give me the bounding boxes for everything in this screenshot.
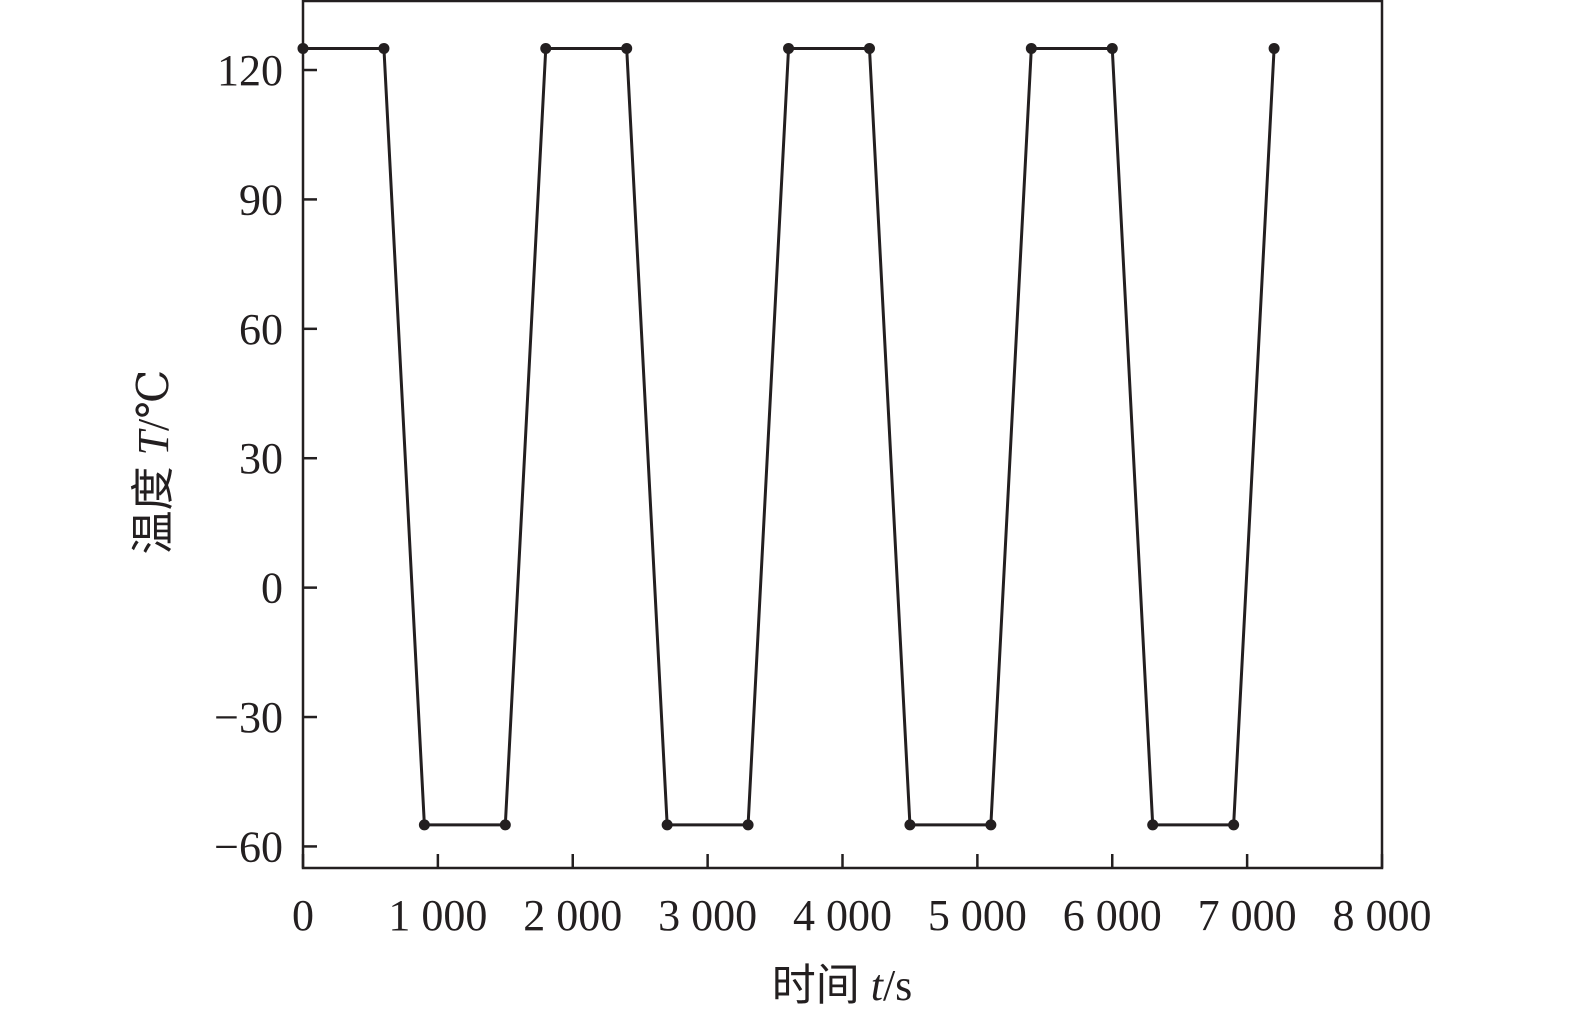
data-point — [904, 819, 916, 831]
data-point — [1106, 42, 1118, 54]
axis-ticks: 0 1 000 2 000 3 000 4 000 5 000 6 000 7 000 8 00… — [214, 46, 1431, 940]
x-tick-label: 5 000 — [928, 891, 1027, 940]
y-tick-label: 60 — [239, 305, 283, 354]
y-axis-label: 温度 T/℃ — [129, 370, 178, 555]
y-tick-label: 0 — [261, 564, 283, 613]
data-point — [985, 819, 997, 831]
x-tick-label: 3 000 — [658, 891, 757, 940]
data-point — [378, 42, 390, 54]
y-tick-label: 90 — [239, 175, 283, 224]
data-point — [783, 42, 795, 54]
x-axis-label: 时间 t/s — [772, 961, 913, 1010]
data-point — [621, 42, 633, 54]
series-layer — [297, 42, 1280, 831]
series-line — [303, 46, 1276, 827]
y-tick-label: −60 — [214, 822, 283, 871]
data-point — [1228, 819, 1240, 831]
x-tick-label: 8 000 — [1333, 891, 1432, 940]
plot-frame — [301, 0, 1384, 870]
data-point — [863, 42, 875, 54]
x-tick-label: 2 000 — [523, 891, 622, 940]
y-tick-label: −30 — [214, 693, 283, 742]
data-point — [742, 819, 754, 831]
data-point — [499, 819, 511, 831]
x-tick-label: 7 000 — [1198, 891, 1297, 940]
x-tick-label: 4 000 — [793, 891, 892, 940]
x-tick-label: 1 000 — [388, 891, 487, 940]
x-tick-label: 6 000 — [1063, 891, 1162, 940]
data-point — [661, 819, 673, 831]
y-tick-label: 120 — [217, 46, 283, 95]
data-point — [540, 42, 552, 54]
data-point — [418, 819, 430, 831]
data-point — [1268, 42, 1280, 54]
x-tick-label: 0 — [292, 891, 314, 940]
data-point — [1025, 42, 1037, 54]
y-tick-label: 30 — [239, 434, 283, 483]
data-point — [1147, 819, 1159, 831]
